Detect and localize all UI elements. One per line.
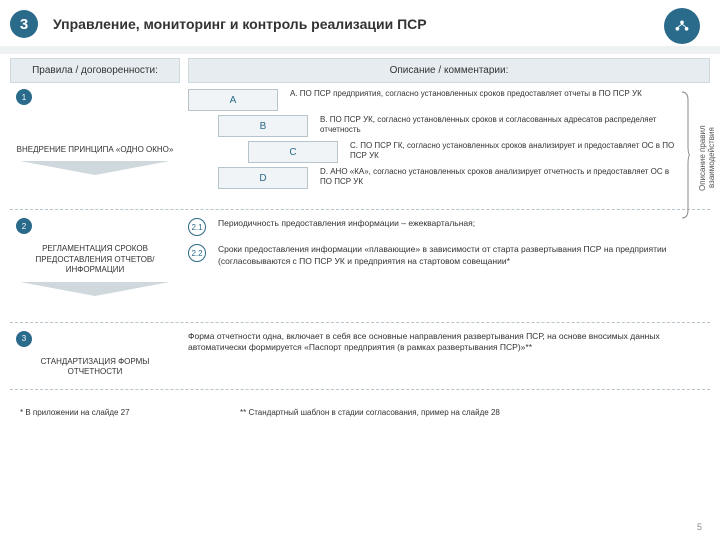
right-column: Описание / комментарии: Описание правил … (180, 58, 710, 201)
separator-1 (10, 209, 710, 210)
item-2-2: 2.2 Сроки предоставления информации «пла… (188, 244, 710, 267)
section2-number: 2 (16, 218, 32, 234)
section1-number: 1 (16, 89, 32, 105)
box-c-text: C. ПО ПСР ГК, согласно установленных сро… (338, 141, 710, 161)
box-b: B (218, 115, 308, 137)
chevron-down-icon (15, 280, 175, 298)
separator-3 (10, 389, 710, 390)
slide-header: 3 Управление, мониторинг и контроль реал… (0, 0, 720, 46)
box-b-text: B. ПО ПСР УК, согласно установленных сро… (308, 115, 710, 135)
company-logo (664, 8, 700, 44)
section3-text: Форма отчетности одна, включает в себя в… (188, 331, 710, 354)
item-2-1: 2.1 Периодичность предоставления информа… (188, 218, 710, 236)
main-columns: Правила / договоренности: 1 ВНЕДРЕНИЕ ПР… (0, 58, 720, 201)
section2-label: РЕГЛАМЕНТАЦИЯ СРОКОВ ПРЕДОСТАВЛЕНИЯ ОТЧЕ… (10, 240, 180, 279)
item-2-2-num: 2.2 (188, 244, 206, 262)
box-b-row: B B. ПО ПСР УК, согласно установленных с… (188, 115, 710, 137)
page-number: 5 (697, 522, 702, 532)
box-d: D (218, 167, 308, 189)
box-a-text: A. ПО ПСР предприятия, согласно установл… (278, 89, 710, 99)
bracket-icon (682, 90, 690, 220)
box-c-row: C C. ПО ПСР ГК, согласно установленных с… (188, 141, 710, 163)
slide-title: Управление, мониторинг и контроль реализ… (53, 16, 427, 32)
section2-left: 2 РЕГЛАМЕНТАЦИЯ СРОКОВ ПРЕДОСТАВЛЕНИЯ ОТ… (10, 218, 180, 313)
section2-row: 2 РЕГЛАМЕНТАЦИЯ СРОКОВ ПРЕДОСТАВЛЕНИЯ ОТ… (0, 218, 720, 313)
separator-2 (10, 322, 710, 323)
item-2-1-text: Периодичность предоставления информации … (218, 218, 685, 229)
section2-right: 2.1 Периодичность предоставления информа… (180, 218, 710, 313)
section3-row: 3 СТАНДАРТИЗАЦИЯ ФОРМЫ ОТЧЕТНОСТИ Форма … (0, 331, 720, 382)
slide-number-badge: 3 (10, 10, 38, 38)
item-2-2-text: Сроки предоставления информации «плавающ… (218, 244, 685, 267)
section3-right: Форма отчетности одна, включает в себя в… (180, 331, 710, 382)
item-2-1-num: 2.1 (188, 218, 206, 236)
section1-left: 1 ВНЕДРЕНИЕ ПРИНЦИПА «ОДНО ОКНО» (10, 89, 180, 191)
footnotes: * В приложении на слайде 27 ** Стандартн… (0, 398, 720, 417)
section3-number: 3 (16, 331, 32, 347)
chevron-down-icon (15, 159, 175, 177)
box-d-row: D D. АНО «КА», согласно установленных ср… (188, 167, 710, 189)
left-column-header: Правила / договоренности: (10, 58, 180, 83)
box-c: C (248, 141, 338, 163)
footnote-left: * В приложении на слайде 27 (20, 408, 200, 417)
section1-label: ВНЕДРЕНИЕ ПРИНЦИПА «ОДНО ОКНО» (13, 141, 178, 159)
right-column-header: Описание / комментарии: (188, 58, 710, 83)
footnote-right: ** Стандартный шаблон в стадии согласова… (240, 408, 500, 417)
left-column: Правила / договоренности: 1 ВНЕДРЕНИЕ ПР… (10, 58, 180, 201)
header-divider (0, 46, 720, 54)
box-d-text: D. АНО «КА», согласно установленных срок… (308, 167, 710, 187)
box-a-row: A A. ПО ПСР предприятия, согласно устано… (188, 89, 710, 111)
section3-label: СТАНДАРТИЗАЦИЯ ФОРМЫ ОТЧЕТНОСТИ (10, 353, 180, 382)
vertical-label: Описание правил взаимодействия (698, 98, 716, 218)
section3-left: 3 СТАНДАРТИЗАЦИЯ ФОРМЫ ОТЧЕТНОСТИ (10, 331, 180, 382)
box-a: A (188, 89, 278, 111)
